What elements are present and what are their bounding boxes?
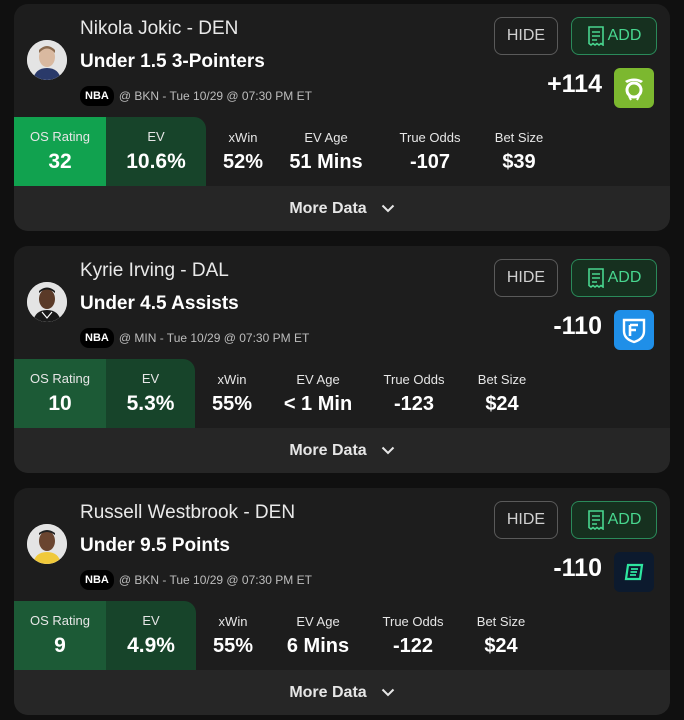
player-avatar [27, 282, 67, 322]
fanduel-icon [614, 310, 654, 350]
league-badge: NBA [80, 570, 114, 590]
xwin-stat: xWin 55% [211, 371, 253, 415]
bet-size-stat: Bet Size $24 [477, 371, 527, 415]
odds: -110 [553, 554, 602, 582]
stats-row: OS Rating 32 EV 10.6% xWin 52% EV Age 51… [14, 117, 670, 186]
espn-bet-icon [614, 552, 654, 592]
player-name: Nikola Jokic - DEN [80, 18, 239, 39]
add-label: ADD [607, 511, 642, 528]
more-data-button[interactable]: More Data [14, 670, 670, 715]
bet-market: Under 4.5 Assists [80, 293, 239, 314]
bet-card: Kyrie Irving - DAL Under 4.5 Assists NBA… [14, 246, 670, 473]
os-rating: OS Rating 9 [14, 601, 106, 670]
ev-age-stat: EV Age < 1 Min [283, 371, 353, 415]
bet-market: Under 9.5 Points [80, 535, 230, 556]
chevron-down-icon [381, 446, 395, 455]
odds: -110 [553, 312, 602, 340]
bet-market: Under 1.5 3-Pointers [80, 51, 265, 72]
stats-row: OS Rating 9 EV 4.9% xWin 55% EV Age 6 Mi… [14, 601, 670, 670]
league-badge: NBA [80, 328, 114, 348]
ev-age-stat: EV Age 51 Mins [289, 129, 363, 173]
hide-button[interactable]: HIDE [494, 501, 558, 539]
add-button[interactable]: ADD [571, 501, 657, 539]
bet-card: Russell Westbrook - DEN Under 9.5 Points… [14, 488, 670, 715]
chevron-down-icon [381, 688, 395, 697]
hide-button[interactable]: HIDE [494, 259, 558, 297]
hide-button[interactable]: HIDE [494, 17, 558, 55]
bet-size-stat: Bet Size $39 [494, 129, 544, 173]
add-button[interactable]: ADD [571, 17, 657, 55]
player-avatar [27, 524, 67, 564]
xwin-stat: xWin 52% [222, 129, 264, 173]
more-data-button[interactable]: More Data [14, 186, 670, 231]
add-label: ADD [607, 27, 642, 44]
game-info: NBA @ BKN - Tue 10/29 @ 07:30 PM ET [80, 86, 312, 106]
draftkings-icon [614, 68, 654, 108]
receipt-icon [587, 510, 605, 530]
stats-row: OS Rating 10 EV 5.3% xWin 55% EV Age < 1… [14, 359, 670, 428]
bet-size-stat: Bet Size $24 [476, 613, 526, 657]
xwin-stat: xWin 55% [212, 613, 254, 657]
receipt-icon [587, 26, 605, 46]
game-info: NBA @ BKN - Tue 10/29 @ 07:30 PM ET [80, 570, 312, 590]
ev-stat: EV 4.9% [106, 601, 196, 670]
more-data-label: More Data [289, 441, 367, 459]
game-time: @ BKN - Tue 10/29 @ 07:30 PM ET [118, 573, 312, 587]
os-rating: OS Rating 32 [14, 117, 106, 186]
ev-age-stat: EV Age 6 Mins [286, 613, 350, 657]
os-rating: OS Rating 10 [14, 359, 106, 428]
more-data-label: More Data [289, 683, 367, 701]
add-label: ADD [607, 269, 642, 286]
game-time: @ BKN - Tue 10/29 @ 07:30 PM ET [118, 89, 312, 103]
ev-stat: EV 10.6% [106, 117, 206, 186]
game-info: NBA @ MIN - Tue 10/29 @ 07:30 PM ET [80, 328, 309, 348]
player-name: Russell Westbrook - DEN [80, 502, 296, 523]
receipt-icon [587, 268, 605, 288]
true-odds-stat: True Odds -107 [399, 129, 461, 173]
true-odds-stat: True Odds -123 [383, 371, 445, 415]
player-name: Kyrie Irving - DAL [80, 260, 229, 281]
player-avatar [27, 40, 67, 80]
more-data-button[interactable]: More Data [14, 428, 670, 473]
chevron-down-icon [381, 204, 395, 213]
odds: +114 [547, 70, 602, 98]
true-odds-stat: True Odds -122 [382, 613, 444, 657]
ev-stat: EV 5.3% [106, 359, 195, 428]
bet-card: Nikola Jokic - DEN Under 1.5 3-Pointers … [14, 4, 670, 231]
game-time: @ MIN - Tue 10/29 @ 07:30 PM ET [118, 331, 310, 345]
league-badge: NBA [80, 86, 114, 106]
add-button[interactable]: ADD [571, 259, 657, 297]
more-data-label: More Data [289, 199, 367, 217]
